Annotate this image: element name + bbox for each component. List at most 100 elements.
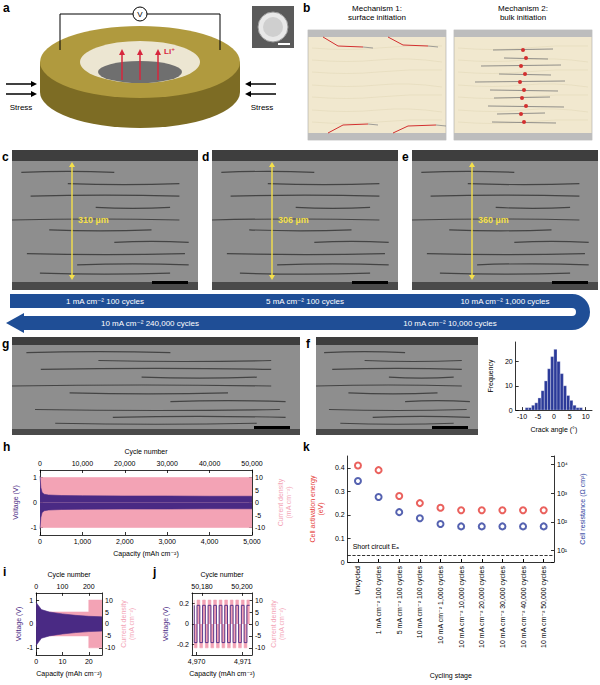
svg-text:Current density: Current density — [277, 478, 285, 526]
svg-text:h: h — [3, 440, 10, 454]
svg-text:(mA cm⁻²): (mA cm⁻²) — [128, 608, 136, 640]
svg-text:0: 0 — [34, 583, 38, 590]
svg-text:10 mA cm⁻² 10,000 cycles: 10 mA cm⁻² 10,000 cycles — [458, 566, 466, 648]
svg-text:-10: -10 — [255, 644, 265, 651]
svg-text:10: 10 — [255, 597, 263, 604]
svg-text:0: 0 — [509, 407, 513, 414]
svg-text:2,000: 2,000 — [116, 538, 134, 545]
svg-text:Li⁺: Li⁺ — [164, 47, 175, 56]
svg-text:(eV): (eV) — [317, 502, 325, 515]
svg-text:10 mA cm⁻² 40,000 cycles: 10 mA cm⁻² 40,000 cycles — [520, 566, 528, 648]
svg-text:5 mA cm⁻² 100 cycles: 5 mA cm⁻² 100 cycles — [396, 566, 404, 635]
svg-text:1: 1 — [29, 597, 33, 604]
svg-text:-5: -5 — [255, 632, 261, 639]
svg-text:50,180: 50,180 — [191, 583, 213, 590]
svg-text:0: 0 — [38, 460, 42, 467]
svg-text:g: g — [2, 337, 9, 351]
svg-text:5: 5 — [105, 609, 109, 616]
svg-text:5 mA cm⁻² 100 cycles: 5 mA cm⁻² 100 cycles — [266, 297, 344, 306]
svg-text:20: 20 — [85, 658, 93, 665]
svg-text:(mA cm⁻²): (mA cm⁻²) — [285, 486, 293, 518]
svg-text:Cycle number: Cycle number — [200, 571, 244, 579]
svg-text:5,000: 5,000 — [243, 538, 261, 545]
svg-text:Capacity (mAh cm⁻²): Capacity (mAh cm⁻²) — [36, 670, 102, 678]
svg-text:4,000: 4,000 — [201, 538, 219, 545]
svg-text:0.3: 0.3 — [335, 488, 345, 495]
svg-text:0: 0 — [341, 559, 345, 566]
svg-text:surface initiation: surface initiation — [348, 13, 406, 22]
svg-text:5: 5 — [255, 609, 259, 616]
svg-text:d: d — [202, 150, 209, 164]
svg-text:(mA cm⁻²): (mA cm⁻²) — [278, 608, 286, 640]
svg-text:10 mA cm⁻² 100 cycles: 10 mA cm⁻² 100 cycles — [416, 566, 424, 639]
svg-text:10: 10 — [505, 382, 513, 389]
svg-text:0: 0 — [552, 413, 556, 420]
svg-text:0: 0 — [185, 620, 189, 627]
svg-text:Uncycled: Uncycled — [354, 566, 362, 595]
svg-text:Voltage (V): Voltage (V) — [162, 607, 170, 642]
svg-text:40,000: 40,000 — [199, 460, 221, 467]
svg-text:j: j — [152, 565, 156, 579]
svg-text:1,000: 1,000 — [74, 538, 92, 545]
svg-text:50,200: 50,200 — [231, 583, 253, 590]
svg-text:b: b — [303, 1, 310, 15]
svg-text:-10: -10 — [105, 644, 115, 651]
svg-text:1 mA cm⁻² 100 cycles: 1 mA cm⁻² 100 cycles — [66, 297, 144, 306]
svg-text:-10: -10 — [255, 524, 265, 531]
svg-text:10²: 10² — [557, 518, 568, 525]
svg-text:0: 0 — [29, 620, 33, 627]
svg-text:-1: -1 — [27, 644, 33, 651]
svg-text:10 mA cm⁻² 1,000 cycles: 10 mA cm⁻² 1,000 cycles — [437, 566, 445, 645]
svg-text:Cell activation energy: Cell activation energy — [309, 475, 317, 542]
svg-text:-1: -1 — [31, 524, 37, 531]
svg-text:Voltage (V): Voltage (V) — [12, 485, 20, 520]
svg-text:10: 10 — [59, 658, 67, 665]
svg-text:0: 0 — [38, 538, 42, 545]
svg-text:3,000: 3,000 — [158, 538, 176, 545]
svg-text:a: a — [3, 1, 10, 15]
svg-text:f: f — [306, 337, 311, 351]
svg-text:Mechanism 1:: Mechanism 1: — [352, 4, 402, 13]
svg-text:10³: 10³ — [557, 490, 568, 497]
svg-text:c: c — [2, 150, 9, 164]
svg-text:V: V — [137, 10, 143, 19]
svg-text:i: i — [3, 565, 6, 579]
svg-text:Crack angle (°): Crack angle (°) — [530, 426, 577, 434]
svg-text:Frequency: Frequency — [487, 359, 495, 393]
svg-text:Cycle number: Cycle number — [47, 571, 91, 579]
svg-text:10 mA cm⁻² 30,000 cycles: 10 mA cm⁻² 30,000 cycles — [499, 566, 507, 648]
svg-text:0: 0 — [255, 499, 259, 506]
svg-text:0.2: 0.2 — [335, 511, 345, 518]
svg-text:0.4: 0.4 — [335, 464, 345, 471]
svg-text:0.1: 0.1 — [335, 535, 345, 542]
svg-text:10¹: 10¹ — [557, 547, 568, 554]
svg-text:10 mA cm⁻² 50,000 cycles: 10 mA cm⁻² 50,000 cycles — [540, 566, 548, 648]
svg-text:-5: -5 — [255, 512, 261, 519]
svg-text:Cycle number: Cycle number — [124, 448, 168, 456]
svg-text:10 mA cm⁻² 10,000 cycles: 10 mA cm⁻² 10,000 cycles — [403, 319, 497, 328]
svg-text:0.2: 0.2 — [179, 600, 189, 607]
svg-text:0: 0 — [105, 620, 109, 627]
svg-text:k: k — [303, 440, 310, 454]
svg-text:0: 0 — [33, 499, 37, 506]
svg-text:Mechanism 2:: Mechanism 2: — [498, 4, 548, 13]
svg-text:10 mA cm⁻² 240,000 cycles: 10 mA cm⁻² 240,000 cycles — [101, 319, 199, 328]
svg-text:Voltage (V): Voltage (V) — [15, 607, 23, 642]
svg-text:10: 10 — [105, 597, 113, 604]
svg-text:Current density: Current density — [120, 600, 128, 648]
svg-text:100: 100 — [57, 583, 69, 590]
svg-text:Current density: Current density — [270, 600, 278, 648]
svg-text:Stress: Stress — [251, 103, 274, 112]
svg-text:310 µm: 310 µm — [78, 215, 109, 225]
svg-text:50,000: 50,000 — [241, 460, 263, 467]
svg-text:Capacity (mAh cm⁻²): Capacity (mAh cm⁻²) — [189, 670, 255, 678]
svg-text:10 mA cm⁻² 1,000 cycles: 10 mA cm⁻² 1,000 cycles — [460, 297, 549, 306]
svg-text:Cycling stage: Cycling stage — [430, 672, 472, 680]
svg-text:Stress: Stress — [10, 103, 33, 112]
svg-text:Capacity (mAh cm⁻²): Capacity (mAh cm⁻²) — [113, 550, 179, 558]
svg-text:20: 20 — [505, 358, 513, 365]
svg-text:1 mA cm⁻² 100 cycles: 1 mA cm⁻² 100 cycles — [375, 566, 383, 635]
svg-text:0: 0 — [255, 620, 259, 627]
svg-text:10⁴: 10⁴ — [557, 461, 568, 468]
svg-text:200: 200 — [83, 583, 95, 590]
